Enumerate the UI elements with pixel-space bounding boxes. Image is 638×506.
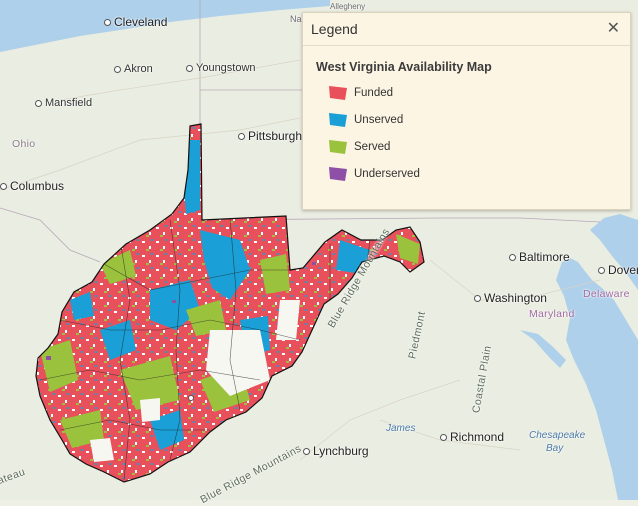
- legend-layer-title: West Virginia Availability Map: [316, 60, 492, 74]
- state-label-delaware: Delaware: [583, 288, 630, 300]
- legend-panel: Legend ✕ West Virginia Availability Map …: [302, 12, 631, 210]
- city-markers: [188, 395, 194, 401]
- legend-item: Funded: [328, 84, 630, 101]
- city-label-akron: Akron: [114, 63, 153, 75]
- chesapeake-bay: [556, 258, 638, 500]
- legend-items: Funded Unserved Served Underserved: [303, 84, 630, 182]
- legend-swatch: [328, 138, 348, 155]
- legend-item: Served: [328, 138, 630, 155]
- potomac-estuary: [520, 330, 566, 368]
- legend-title: Legend: [311, 21, 358, 37]
- legend-item-label: Unserved: [354, 113, 404, 126]
- city-label-mansfield: Mansfield: [35, 97, 92, 109]
- legend-item: Underserved: [328, 165, 630, 182]
- legend-swatch: [328, 165, 348, 182]
- city-label-cleveland: Cleveland: [104, 15, 167, 29]
- state-label-ohio: Ohio: [12, 138, 36, 150]
- legend-item-label: Funded: [354, 86, 394, 99]
- city-label-columbus: Columbus: [0, 179, 64, 193]
- water-label-bay: Bay: [546, 443, 564, 454]
- label-partial-na: Na: [290, 14, 302, 24]
- city-label-pittsburgh: Pittsburgh: [238, 129, 302, 143]
- city-label-baltimore: Baltimore: [509, 250, 570, 264]
- city-label-dover: Dover: [598, 263, 638, 277]
- river-label-james: James: [386, 423, 416, 434]
- state-label-maryland: Maryland: [529, 308, 575, 320]
- city-label-washington: Washington: [474, 291, 547, 305]
- legend-header: Legend ✕: [303, 13, 630, 46]
- region-label-allegheny: Allegheny: [330, 2, 366, 11]
- legend-swatch: [328, 111, 348, 128]
- water-label-chesapeake: Chesapeake: [529, 430, 586, 441]
- legend-item: Unserved: [328, 111, 630, 128]
- legend-item-label: Underserved: [354, 167, 420, 180]
- city-label-youngstown: Youngstown: [186, 62, 256, 74]
- legend-swatch: [328, 84, 348, 101]
- lake-erie: [0, 0, 330, 52]
- legend-item-label: Served: [354, 140, 391, 153]
- city-label-lynchburg: Lynchburg: [303, 444, 369, 458]
- close-icon[interactable]: ✕: [606, 20, 620, 37]
- city-label-richmond: Richmond: [440, 430, 504, 444]
